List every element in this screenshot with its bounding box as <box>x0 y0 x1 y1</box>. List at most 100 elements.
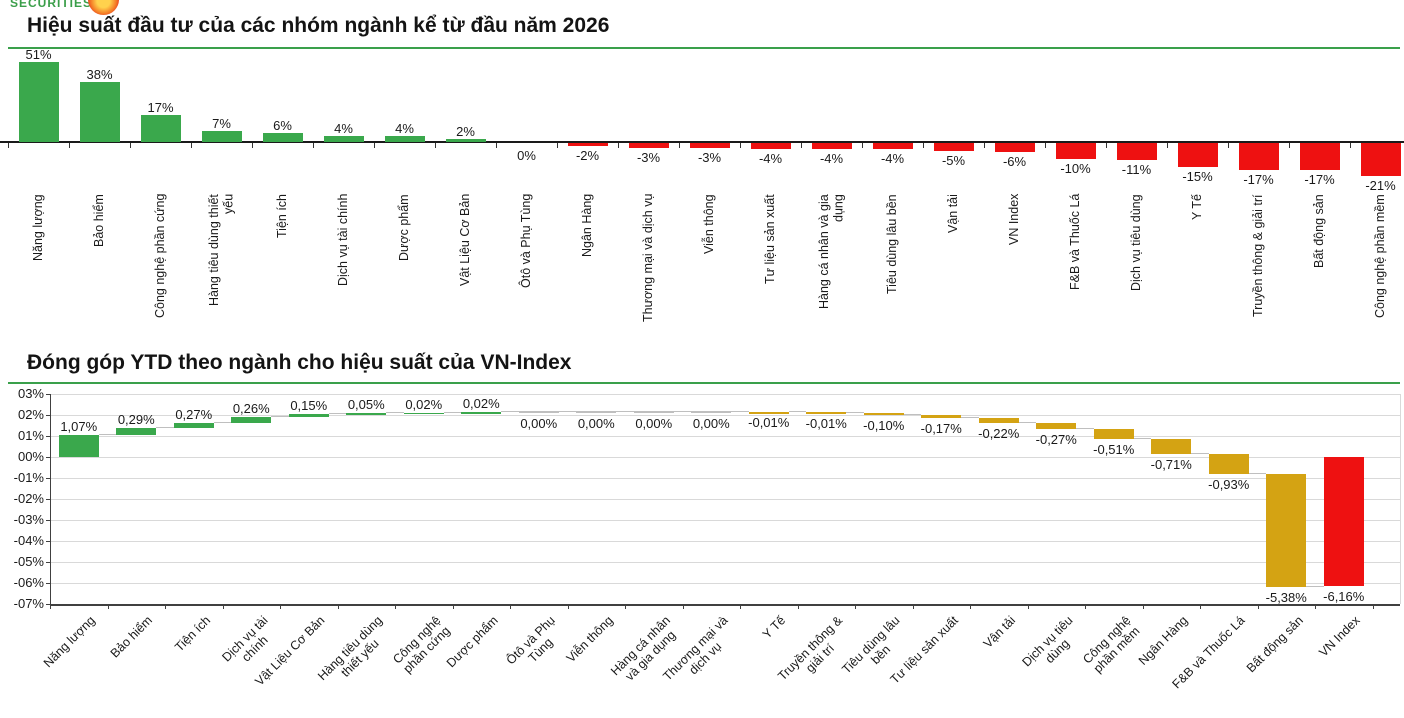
chart2-category-label: Y Tế <box>759 613 788 642</box>
chart1-category-label: Y Tế <box>1167 194 1228 344</box>
chart1-category-text: Công nghệ phần cứng <box>153 194 168 319</box>
chart2-value-label: -0,27% <box>1035 431 1077 447</box>
chart2-title: Đóng góp YTD theo ngành cho hiệu suất củ… <box>27 351 572 374</box>
chart1-category-label: Truyền thông & giải trí <box>1228 194 1289 344</box>
chart2-y-tick-label: 03% <box>17 386 44 401</box>
chart2-connector <box>1018 421 1037 423</box>
chart2-axis-tick <box>510 604 511 609</box>
chart2-category-label: Bảo hiểm <box>108 613 156 661</box>
chart2-axis-tick <box>1027 604 1029 609</box>
chart1-category-text: Công nghệ phần mềm <box>1373 194 1388 318</box>
chart1-axis-tick <box>862 143 863 148</box>
chart1-axis-tick <box>374 143 375 148</box>
chart2-negative-bar <box>748 412 789 414</box>
chart1-category-text: Hàng cá nhân và gia dụng <box>817 194 846 309</box>
chart2-gridline <box>50 499 1400 500</box>
chart2-negative-bar <box>1093 428 1134 440</box>
chart2-axis-tick <box>1315 604 1316 609</box>
chart1-negative-bar <box>1238 143 1279 170</box>
chart2-axis-tick <box>567 604 569 609</box>
chart1-category-label: Bảo hiểm <box>69 194 130 344</box>
chart1-category-text: VN Index <box>1007 194 1022 246</box>
chart2-y-tick <box>46 457 50 458</box>
chart1-negative-bar <box>1177 143 1218 167</box>
chart2-y-tick <box>46 499 50 500</box>
chart1-category-text: Ngân Hàng <box>580 194 595 258</box>
chart2-y-tick-label: -06% <box>13 575 44 590</box>
chart1-axis-tick <box>1106 143 1107 148</box>
chart1-category-label: Tiêu dùng lâu bền <box>862 194 923 344</box>
chart1-category-text: Dịch vụ tiêu dùng <box>1129 194 1144 291</box>
chart1-category-label: Vận tải <box>923 194 984 344</box>
chart2-y-tick-label: -03% <box>13 512 44 527</box>
chart2-category-label: Dược phẩm <box>443 613 501 671</box>
chart2-y-tick-label: 02% <box>17 407 44 422</box>
chart2-value-label: -0,71% <box>1150 457 1192 473</box>
chart1-category-label: Hàng tiêu dùng thiết yếu <box>191 194 252 344</box>
chart2-axis-tick <box>452 604 454 609</box>
chart1-category-text: Ôtô và Phụ Tùng <box>519 194 534 289</box>
chart1-category-label: Năng lượng <box>8 194 69 344</box>
chart1-category-text: Bất động sản <box>1312 194 1327 268</box>
chart2-negative-bar <box>978 418 1019 423</box>
chart2-connector <box>443 411 462 413</box>
chart2-y-tick <box>46 415 50 416</box>
chart1-category-text: Viễn thông <box>702 194 717 254</box>
chart2-axis-tick <box>625 604 626 609</box>
chart1-negative-bar <box>1116 143 1157 161</box>
chart1-category-label: Tiện ích <box>252 194 313 344</box>
chart2-gridline <box>50 583 1400 584</box>
chart2-axis-tick <box>912 604 914 609</box>
chart1-value-label: -2% <box>575 148 600 164</box>
chart2-axis-tick <box>1372 604 1374 609</box>
chart2-connector <box>788 411 807 413</box>
chart1-category-text: Dịch vụ tài chính <box>336 194 351 287</box>
chart1-axis-tick <box>69 143 70 148</box>
chart2-y-tick-label: -07% <box>13 596 44 611</box>
chart2-axis-tick <box>855 604 856 609</box>
chart1-category-text: Năng lượng <box>31 194 46 261</box>
chart2-positive-bar <box>403 412 444 415</box>
chart1-negative-bar <box>994 143 1035 153</box>
chart2-negative-bar <box>1036 422 1077 429</box>
chart2-y-tick <box>46 604 50 605</box>
chart2-gridline <box>50 415 1400 416</box>
chart2-category-label: Truyền thông & giải trí <box>775 613 846 684</box>
chart2-y-tick <box>46 394 50 395</box>
chart1-category-label: Dịch vụ tài chính <box>313 194 374 344</box>
chart2-value-label: 0,05% <box>347 397 385 413</box>
chart1-category-text: Vận tải <box>946 194 961 233</box>
chart2-axis-tick <box>337 604 339 609</box>
chart1-negative-bar <box>1299 143 1340 170</box>
chart2-y-tick-label: 01% <box>17 428 44 443</box>
chart1-category-text: Tiêu dùng lâu bền <box>885 194 900 294</box>
chart2-connector <box>1306 585 1324 587</box>
chart2-y-tick-label: -05% <box>13 554 44 569</box>
chart1-category-text: Truyền thông & giải trí <box>1251 194 1266 317</box>
chart2-category-label: Năng lượng <box>40 613 98 671</box>
chart2-right-border <box>1400 394 1401 604</box>
chart1-category-label: Hàng cá nhân và gia dụng <box>801 194 862 344</box>
chart2-zero-bar <box>691 411 732 413</box>
chart1-category-label: Dược phẩm <box>374 194 435 344</box>
chart1-axis-tick <box>679 143 680 148</box>
chart1-title-underline <box>8 47 1400 49</box>
chart2-positive-bar <box>461 412 502 414</box>
chart1-category-label: Công nghệ phần mềm <box>1350 194 1404 344</box>
chart2-y-tick <box>46 541 50 542</box>
chart2-value-label: 0,26% <box>232 401 270 417</box>
chart1-category-label: Thương mại và dịch vụ <box>618 194 679 344</box>
chart2-negative-bar <box>921 414 962 419</box>
chart2-value-label: 0,00% <box>520 416 558 432</box>
chart2-category-label: Hàng tiêu dùng thiết yếu <box>315 613 386 684</box>
chart2-axis-tick <box>107 604 109 609</box>
chart2-zero-bar <box>518 411 559 413</box>
chart1-category-label: Tư liệu sản xuất <box>740 194 801 344</box>
chart2-axis-tick <box>797 604 799 609</box>
chart1-category-label: Dịch vụ tiêu dùng <box>1106 194 1167 344</box>
chart2-connector <box>213 421 232 423</box>
chart2-positive-bar <box>58 434 99 457</box>
chart1-value-label: -17% <box>1304 171 1335 187</box>
chart2-positive-bar <box>173 422 214 429</box>
chart2-positive-bar <box>346 413 387 415</box>
